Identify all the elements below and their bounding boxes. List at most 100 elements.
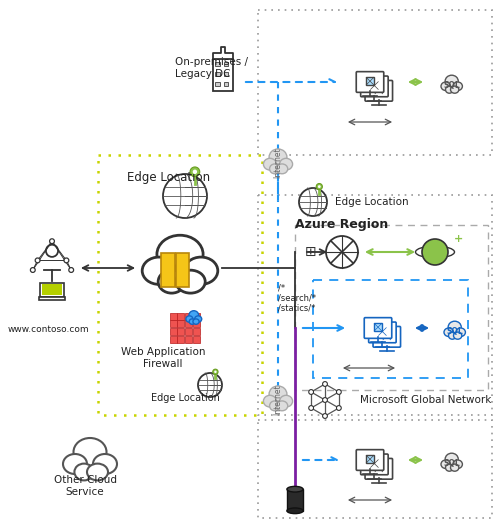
Text: www.contoso.com: www.contoso.com [7,325,89,334]
Text: SQL: SQL [446,327,463,336]
FancyBboxPatch shape [366,77,374,85]
Ellipse shape [157,235,203,273]
Bar [98,155,262,415]
Ellipse shape [269,149,287,165]
FancyBboxPatch shape [176,253,190,287]
Ellipse shape [269,386,287,402]
Circle shape [192,170,197,174]
Bar [224,72,228,76]
Bar [185,320,192,327]
Ellipse shape [280,158,292,170]
Bar [215,61,220,66]
Ellipse shape [453,82,462,91]
Circle shape [69,268,73,272]
Ellipse shape [186,316,193,322]
FancyBboxPatch shape [162,253,175,287]
Bar [170,335,176,342]
Circle shape [163,174,207,218]
Text: Web Application
Firewall: Web Application Firewall [121,347,206,368]
Bar [258,10,492,155]
Circle shape [316,183,322,190]
Bar [258,195,492,415]
Ellipse shape [446,86,453,93]
FancyBboxPatch shape [365,458,392,479]
Ellipse shape [445,453,458,465]
Ellipse shape [456,328,466,337]
FancyBboxPatch shape [370,460,378,467]
FancyBboxPatch shape [356,449,384,470]
Bar [215,72,220,76]
Circle shape [308,405,314,410]
Circle shape [322,413,328,418]
FancyBboxPatch shape [375,464,382,472]
Bar [178,320,184,327]
Circle shape [190,167,200,176]
FancyBboxPatch shape [364,317,392,338]
Ellipse shape [142,257,176,285]
Ellipse shape [74,464,94,480]
FancyBboxPatch shape [366,455,374,463]
Text: Edge Location: Edge Location [150,393,220,403]
Bar [185,335,192,342]
Bar [313,280,468,378]
Circle shape [308,390,314,394]
Circle shape [322,398,328,402]
Circle shape [299,188,327,216]
Ellipse shape [287,487,303,492]
Circle shape [318,185,320,188]
Bar [178,335,184,342]
Text: Edge Location: Edge Location [335,197,408,207]
Bar [224,61,228,66]
Bar [224,82,228,86]
FancyBboxPatch shape [370,82,378,90]
Bar [295,225,488,390]
Bar [192,320,200,327]
Text: Azure Region: Azure Region [295,218,388,231]
Ellipse shape [453,460,462,469]
Ellipse shape [264,395,276,407]
Text: ⊞: ⊞ [305,245,317,259]
Circle shape [50,239,54,244]
FancyBboxPatch shape [356,72,384,92]
Circle shape [336,405,342,410]
Bar [170,320,176,327]
FancyBboxPatch shape [368,322,396,343]
Bar [40,283,64,297]
Text: Other Cloud
Service: Other Cloud Service [54,475,116,497]
Bar [258,420,492,518]
Circle shape [30,268,35,272]
Ellipse shape [93,454,117,474]
Bar [192,313,200,320]
Ellipse shape [193,319,199,324]
Bar [192,328,200,335]
Bar [185,313,192,320]
Circle shape [326,236,358,268]
Ellipse shape [454,332,462,339]
Text: /*
/search/*
/statics/*: /* /search/* /statics/* [278,283,316,313]
Bar [178,313,184,320]
Ellipse shape [448,321,461,333]
Bar [185,328,192,335]
Ellipse shape [158,270,185,293]
FancyBboxPatch shape [365,81,392,101]
Text: SQL: SQL [444,81,460,90]
Text: Internet: Internet [274,385,282,416]
Text: SQL: SQL [444,459,460,468]
Ellipse shape [276,401,287,411]
Ellipse shape [189,311,198,320]
Bar [39,297,65,300]
Circle shape [198,373,222,397]
Ellipse shape [264,158,276,170]
Ellipse shape [444,328,454,337]
Bar [170,313,176,320]
Ellipse shape [287,508,303,514]
Ellipse shape [448,332,456,339]
Text: On-premises /
Legacy DC: On-premises / Legacy DC [175,57,248,79]
Ellipse shape [450,86,459,93]
Text: Microsoft Global Network: Microsoft Global Network [360,395,492,405]
Ellipse shape [441,82,450,91]
Circle shape [35,258,40,263]
Ellipse shape [280,395,292,407]
Bar [287,489,303,511]
Text: Internet: Internet [274,148,282,178]
